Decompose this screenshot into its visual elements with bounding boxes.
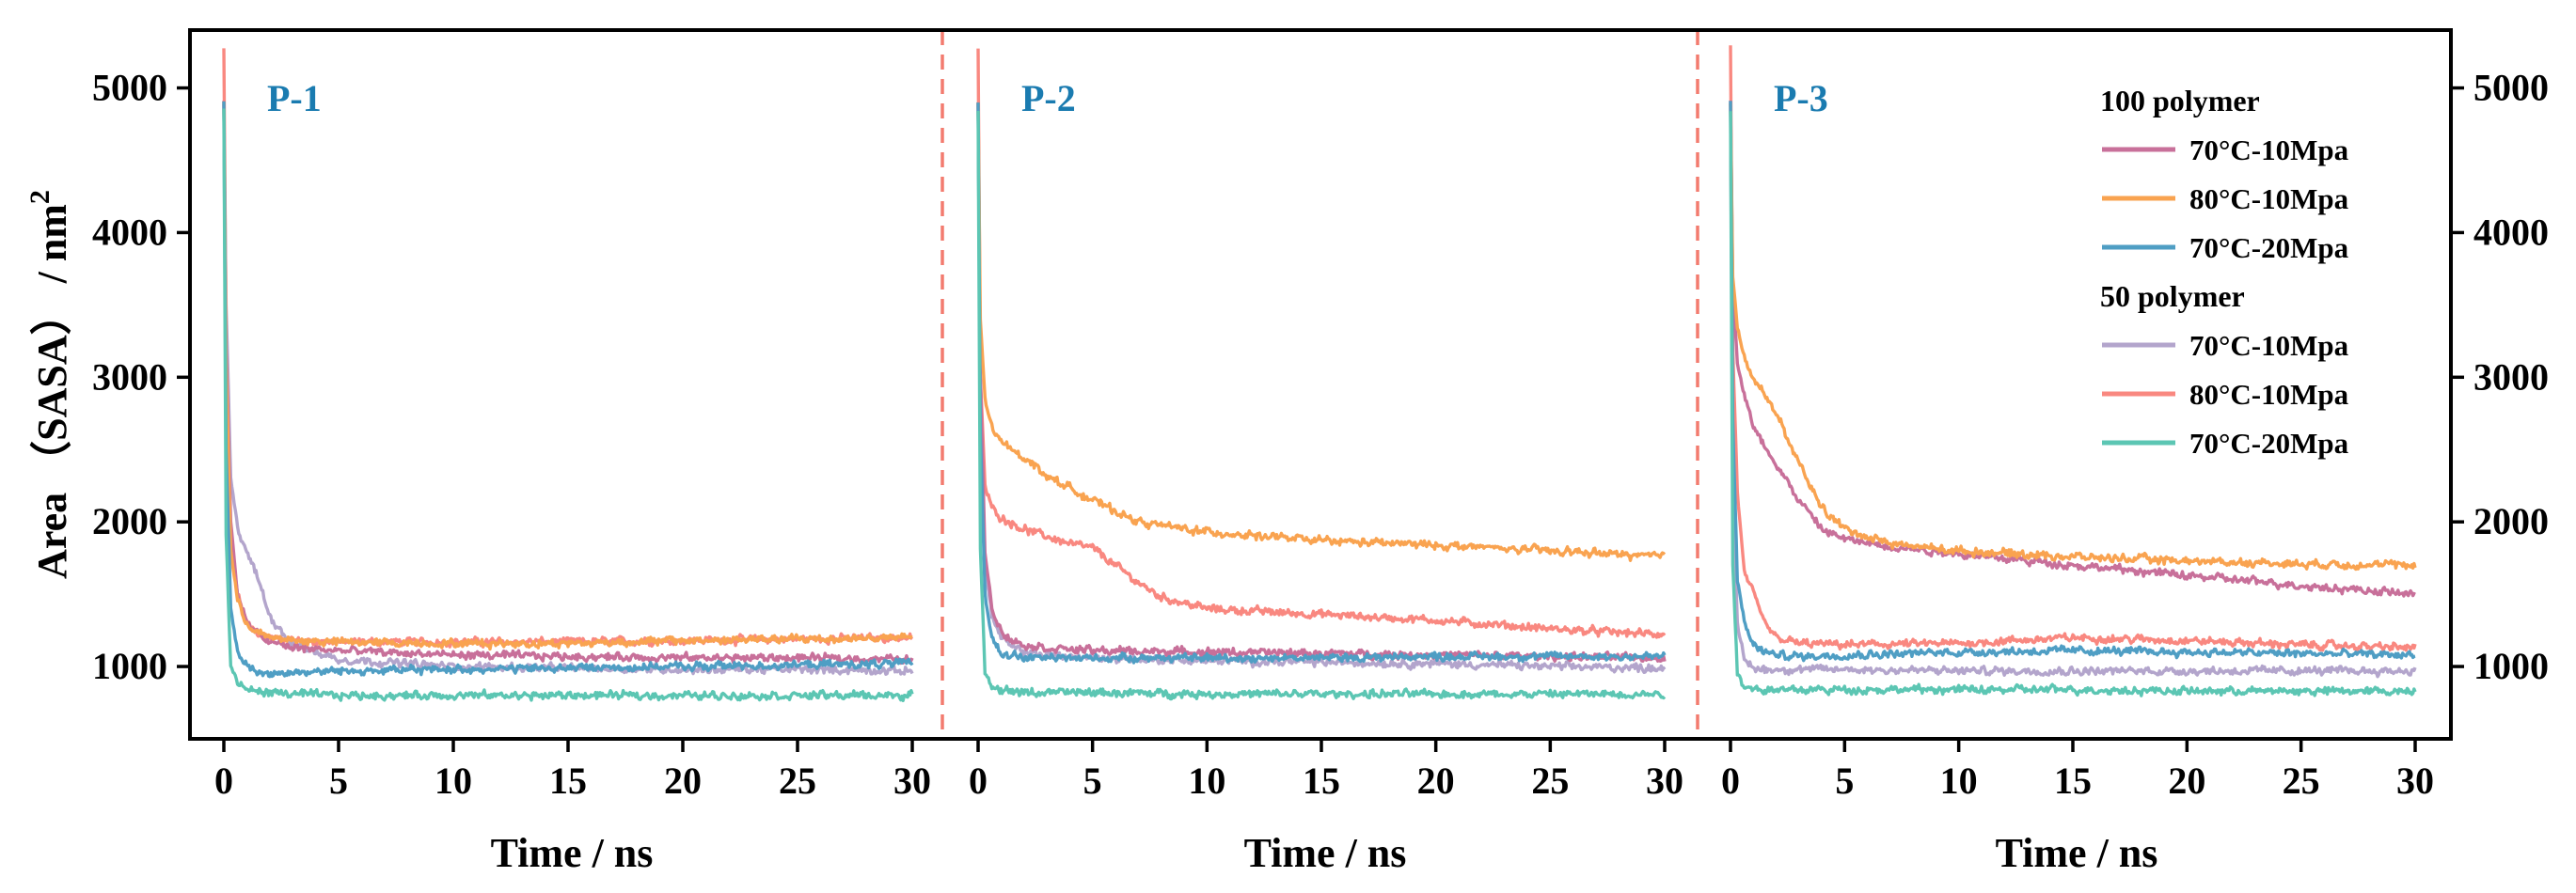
x-axis-title-panel-2: Time / ns: [1244, 830, 1407, 876]
series-layer: [222, 45, 2417, 702]
x-tick-label: 30: [1646, 760, 1683, 802]
x-tick-label: 25: [779, 760, 816, 802]
x-axis-title-panel-1: Time / ns: [491, 830, 654, 876]
legend-label-s50_80_10: 80°C-10Mpa: [2189, 378, 2349, 411]
y-tick-label-left: 1000: [92, 645, 167, 687]
series-line-s50_70_20-panel-3: [1729, 111, 2417, 697]
series-line-s50_80_10-panel-1: [222, 48, 914, 649]
series-line-s100_70_10-panel-3: [1729, 101, 2416, 598]
series-line-s100_70_10-panel-1: [222, 101, 914, 666]
x-tick-label: 20: [664, 760, 702, 802]
legend-label-s50_70_10: 70°C-10Mpa: [2189, 329, 2349, 362]
x-tick-label: 10: [1940, 760, 1978, 802]
series-line-s100_70_20-panel-1: [222, 101, 914, 679]
y-tick-label-right: 4000: [2473, 211, 2549, 253]
x-tick-label: 20: [2168, 760, 2205, 802]
x-tick-label: 0: [214, 760, 233, 802]
x-tick-label: 30: [2396, 760, 2434, 802]
series-line-s50_70_20-panel-1: [222, 108, 914, 702]
legend: 100 polymer 70°C-10Mpa 80°C-10Mpa 70°C-20Mp…: [2100, 84, 2349, 460]
x-tick-label: 5: [1835, 760, 1854, 802]
series-line-s50_80_10-panel-3: [1729, 45, 2417, 653]
x-tick-label: 15: [2054, 760, 2092, 802]
x-axis-title-panel-3: Time / ns: [1996, 830, 2158, 876]
legend-label-s100_80_10: 80°C-10Mpa: [2189, 182, 2349, 215]
y-tick-label-right: 3000: [2473, 355, 2549, 398]
y-tick-label-right: 2000: [2473, 500, 2549, 542]
legend-label-s100_70_10: 70°C-10Mpa: [2189, 133, 2349, 166]
series-line-s100_70_20-panel-3: [1729, 101, 2416, 663]
panel-label-1: P-1: [267, 77, 322, 119]
y-axis-title: Area （SASA） / nm2: [24, 190, 75, 579]
x-tick-label: 15: [1303, 760, 1340, 802]
y-tick-label-right: 1000: [2473, 645, 2549, 687]
x-tick-label: 5: [1083, 760, 1102, 802]
panel-label-2: P-2: [1021, 77, 1076, 119]
x-tick-label: 25: [1531, 760, 1569, 802]
series-line-s100_80_10-panel-3: [1729, 102, 2417, 572]
series-line-s50_70_10-panel-1: [222, 104, 914, 676]
x-tick-label: 10: [1188, 760, 1225, 802]
y-tick-label-left: 4000: [92, 211, 167, 253]
x-tick-label: 0: [969, 760, 988, 802]
y-tick-label-left: 2000: [92, 500, 167, 542]
series-line-s100_70_20-panel-2: [976, 102, 1667, 665]
x-tick-label: 5: [329, 760, 348, 802]
y-tick-label-left: 3000: [92, 355, 167, 398]
x-tick-label: 10: [435, 760, 472, 802]
series-line-s50_80_10-panel-2: [976, 48, 1667, 639]
y-tick-label-left: 5000: [92, 67, 167, 109]
y-axis-title-superscript: 2: [24, 190, 55, 204]
x-tick-label: 30: [893, 760, 931, 802]
series-line-s50_70_10-panel-3: [1729, 102, 2417, 679]
panels-layer: [940, 30, 1699, 739]
series-line-s50_70_20-panel-2: [976, 110, 1667, 701]
x-tick-label: 25: [2283, 760, 2320, 802]
y-tick-label-right: 5000: [2473, 67, 2549, 109]
legend-label-s100_70_20: 70°C-20Mpa: [2189, 231, 2349, 264]
x-tick-label: 0: [1721, 760, 1740, 802]
series-line-s100_80_10-panel-1: [222, 101, 913, 651]
y-axis-title-text: Area （SASA） / nm: [29, 204, 75, 579]
x-tick-label: 15: [549, 760, 587, 802]
panel-label-3: P-3: [1774, 77, 1828, 119]
legend-group-title-1: 100 polymer: [2100, 84, 2260, 118]
frame-layer: [188, 28, 2453, 741]
series-line-s50_70_10-panel-2: [976, 104, 1667, 674]
legend-group-title-2: 50 polymer: [2100, 279, 2245, 313]
x-tick-label: 20: [1417, 760, 1455, 802]
series-line-s100_80_10-panel-2: [976, 102, 1667, 562]
series-line-s100_70_10-panel-2: [976, 102, 1667, 663]
legend-label-s50_70_20: 70°C-20Mpa: [2189, 427, 2349, 460]
plot-frame: [188, 28, 2453, 741]
